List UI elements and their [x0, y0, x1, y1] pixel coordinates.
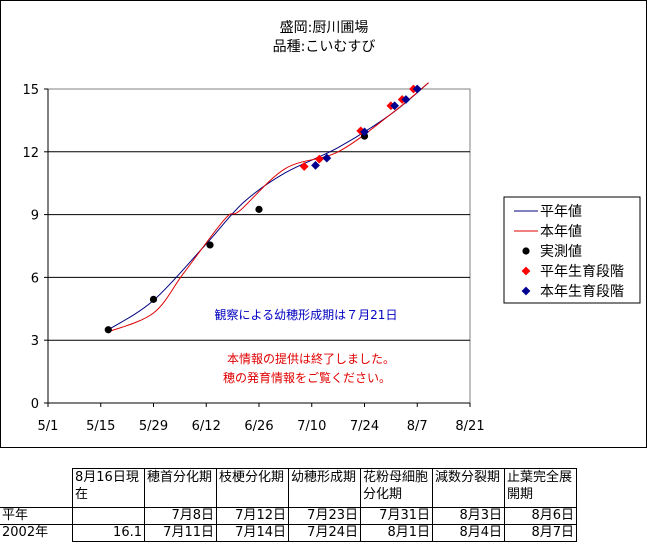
x-tick-label: 6/12: [192, 419, 221, 434]
data-point: [314, 154, 324, 164]
y-tick-label: 3: [31, 334, 39, 349]
y-tick-label: 12: [22, 146, 39, 161]
data-point: [149, 295, 158, 303]
x-tick-label: 8/7: [407, 419, 428, 434]
y-tick-label: 0: [31, 397, 39, 412]
data-point: [322, 153, 332, 163]
x-tick-label: 7/24: [350, 419, 379, 434]
table-header: 幼穂形成期: [288, 468, 361, 508]
y-tick-label: 6: [31, 271, 39, 286]
table-header-row: 8月16日現在 穂首分化期 枝梗分化期 幼穂形成期 花粉母細胞分化期 減数分裂期…: [0, 468, 577, 508]
legend-label: 平年値: [540, 204, 582, 220]
series-line: [108, 82, 429, 333]
data-point: [104, 326, 112, 334]
table-cell: 8月7日: [504, 524, 577, 542]
table-header: 枝梗分化期: [216, 468, 289, 508]
data-point: [299, 162, 309, 171]
annotation-observed: 観察による幼穂形成期は７月21日: [215, 308, 398, 322]
table-header: 穂首分化期: [144, 468, 217, 508]
data-point: [206, 241, 214, 249]
gridlines: [48, 151, 470, 341]
y-tick-label: 9: [31, 209, 39, 224]
legend-label: 実測値: [540, 244, 582, 260]
data-point: [401, 95, 411, 104]
x-tick-label: 7/10: [297, 419, 326, 434]
legend-swatch: [521, 266, 531, 276]
table-row: 平年 7月8日 7月12日 7月23日 7月31日 8月3日 8月6日: [0, 507, 577, 525]
annotation-ended: 本情報の提供は終了しました。: [227, 351, 395, 366]
data-point: [390, 101, 400, 111]
legend-swatch: [522, 247, 530, 255]
x-axis: 5/1 5/15 5/29 6/12 6/26 7/10 7/24 8/7 8/21: [38, 402, 485, 434]
table-cell: 8月1日: [360, 524, 433, 542]
table-cell: 7月12日: [216, 507, 289, 525]
data-point: [255, 205, 263, 213]
series-1: [108, 82, 429, 333]
chart-title: 盛岡:厨川圃場: [280, 20, 369, 36]
data-point: [360, 127, 369, 137]
chart-subtitle: 品種:こいむすび: [273, 39, 376, 55]
legend-label: 平年生育段階: [540, 264, 624, 280]
table-cell: 8月6日: [504, 507, 577, 525]
growth-stage-table: 8月16日現在 穂首分化期 枝梗分化期 幼穂形成期 花粉母細胞分化期 減数分裂期…: [0, 468, 577, 542]
table-cell: 8月3日: [432, 507, 505, 525]
series-layer: [104, 82, 429, 334]
annotation-see-info: 穂の発育情報をご覧ください。: [223, 370, 391, 385]
data-point: [412, 84, 422, 94]
legend-label: 本年生育段階: [540, 284, 624, 300]
table-cell: 8月4日: [432, 524, 505, 542]
plot-area: [47, 88, 471, 404]
table-cell: 7月11日: [144, 524, 217, 542]
table-cell: 7月8日: [144, 507, 217, 525]
table-cell: [72, 507, 145, 525]
table-header: 花粉母細胞分化期: [360, 468, 433, 508]
table-corner: [0, 468, 73, 508]
table-row: 2002年 16.1 7月11日 7月14日 7月24日 8月1日 8月4日 8…: [0, 524, 577, 542]
row-label: 2002年: [0, 524, 73, 542]
y-axis: 0 3 6 9 12 15: [22, 83, 49, 412]
legend-label: 本年値: [540, 224, 582, 240]
table-header: 止葉完全展開期: [504, 468, 577, 508]
legend-swatch: [521, 286, 531, 296]
table-cell: 7月24日: [288, 524, 361, 542]
data-point: [311, 161, 320, 170]
x-tick-label: 5/29: [139, 419, 168, 434]
growth-chart: 盛岡:厨川圃場 品種:こいむすび 0 3 6 9 12 15 5/1 5/15 5/29 6/1…: [22, 20, 641, 434]
table-cell: 7月14日: [216, 524, 289, 542]
series-4: [311, 84, 422, 170]
table-header: 8月16日現在: [72, 468, 145, 508]
table-cell: 7月31日: [360, 507, 433, 525]
table-cell: 16.1: [72, 524, 145, 542]
table-header: 減数分裂期: [432, 468, 505, 508]
x-tick-label: 6/26: [244, 419, 273, 434]
x-tick-label: 5/1: [38, 419, 59, 434]
y-tick-label: 15: [22, 83, 39, 98]
chart-frame: 盛岡:厨川圃場 品種:こいむすび 0 3 6 9 12 15 5/1 5/15 5/29 6/1…: [0, 0, 647, 448]
x-tick-label: 5/15: [86, 419, 115, 434]
table-cell: 7月23日: [288, 507, 361, 525]
x-tick-label: 8/21: [455, 419, 484, 434]
row-label: 平年: [0, 507, 73, 525]
